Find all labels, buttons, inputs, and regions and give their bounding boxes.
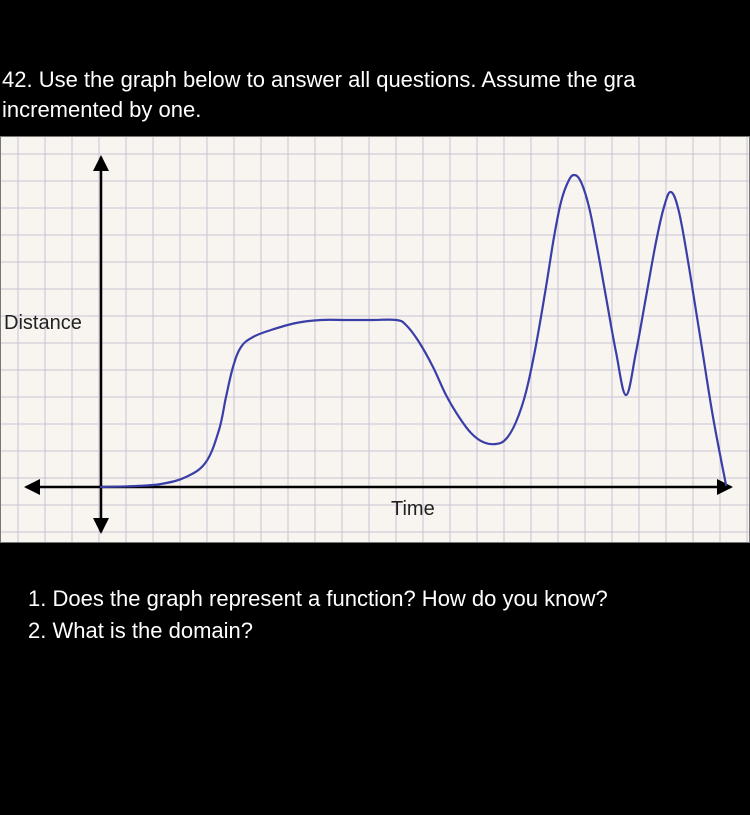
sub-question-1: 1. Does the graph represent a function? … (28, 583, 742, 615)
prompt-line-1: 42. Use the graph below to answer all qu… (2, 67, 635, 92)
question-prompt: 42. Use the graph below to answer all qu… (0, 65, 750, 136)
graph-container: Distance Time (0, 136, 750, 543)
sub-question-2: 2. What is the domain? (28, 615, 742, 647)
distance-time-chart: Distance Time (1, 137, 749, 542)
sub-questions: 1. Does the graph represent a function? … (0, 543, 750, 647)
svg-text:Distance: Distance (4, 312, 82, 334)
svg-text:Time: Time (391, 498, 435, 520)
prompt-line-2: incremented by one. (2, 97, 201, 122)
page-container: 42. Use the graph below to answer all qu… (0, 0, 750, 815)
